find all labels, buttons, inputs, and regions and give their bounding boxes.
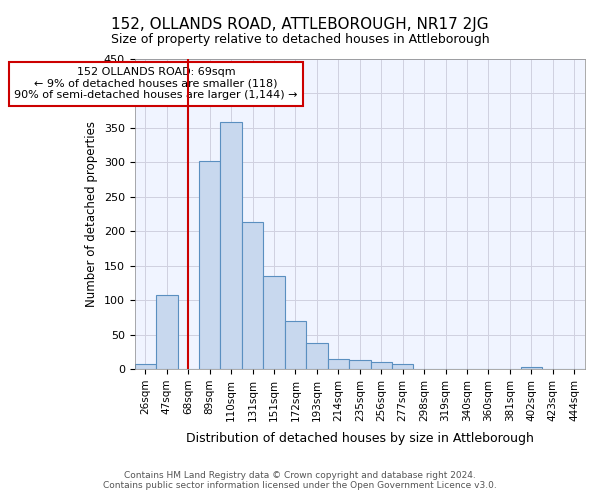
Bar <box>242 222 263 369</box>
Text: 152 OLLANDS ROAD: 69sqm
← 9% of detached houses are smaller (118)
90% of semi-de: 152 OLLANDS ROAD: 69sqm ← 9% of detached… <box>14 68 298 100</box>
Bar <box>285 321 306 369</box>
Bar <box>263 276 285 369</box>
Bar <box>521 367 542 369</box>
Y-axis label: Number of detached properties: Number of detached properties <box>85 121 98 307</box>
Bar <box>199 161 220 369</box>
Text: Contains HM Land Registry data © Crown copyright and database right 2024.
Contai: Contains HM Land Registry data © Crown c… <box>103 470 497 490</box>
Bar <box>328 358 349 369</box>
Bar <box>392 364 413 369</box>
Text: 152, OLLANDS ROAD, ATTLEBOROUGH, NR17 2JG: 152, OLLANDS ROAD, ATTLEBOROUGH, NR17 2J… <box>111 18 489 32</box>
Bar <box>371 362 392 369</box>
Bar <box>220 122 242 369</box>
Bar <box>156 294 178 369</box>
Bar <box>306 343 328 369</box>
Bar <box>349 360 371 369</box>
X-axis label: Distribution of detached houses by size in Attleborough: Distribution of detached houses by size … <box>186 432 534 445</box>
Bar <box>134 364 156 369</box>
Text: Size of property relative to detached houses in Attleborough: Size of property relative to detached ho… <box>110 32 490 46</box>
